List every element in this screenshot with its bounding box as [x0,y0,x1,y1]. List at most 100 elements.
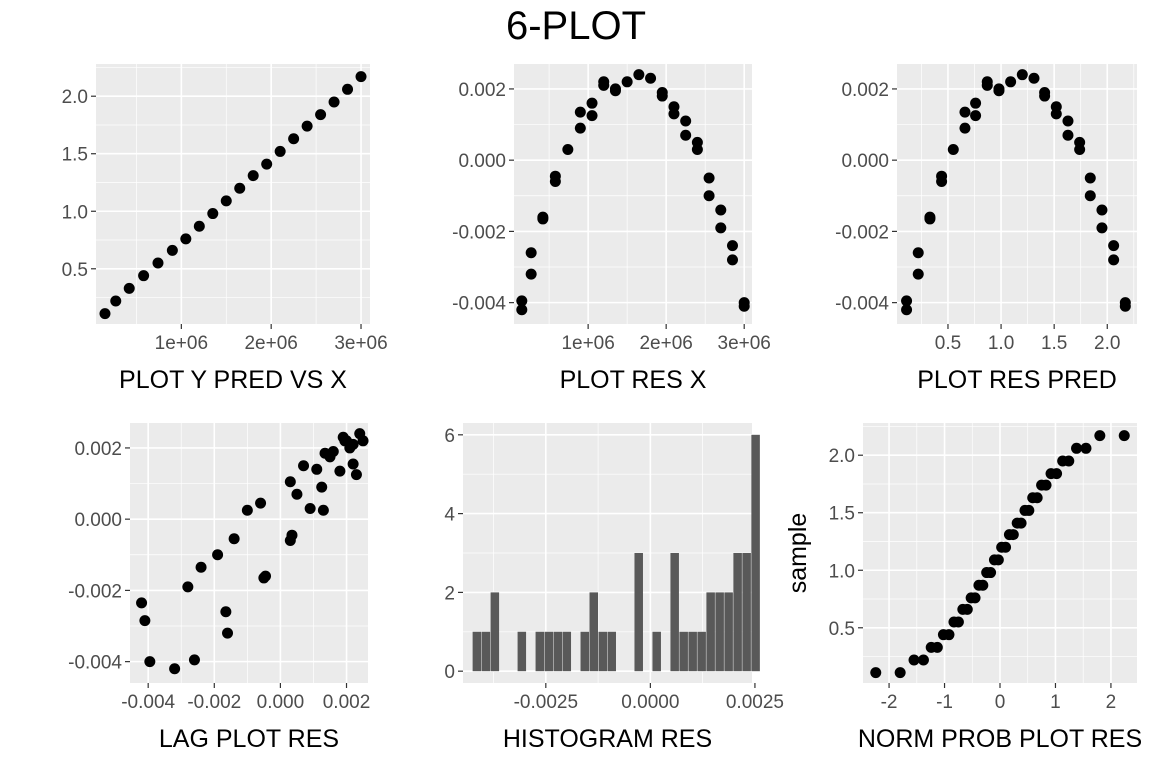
histogram-bar [751,434,760,672]
data-point [1031,492,1043,504]
x-tick-label: 0.002 [323,692,371,713]
data-point [656,90,668,102]
data-point [334,465,346,477]
data-point [1071,442,1083,454]
y-tick-label: 0.000 [458,151,506,172]
data-point [912,268,924,280]
x-tick-label: -0.004 [121,692,175,713]
data-point [1108,240,1120,252]
data-point [315,109,327,121]
data-point [680,129,692,141]
histogram-bar [517,631,527,672]
data-point [1084,172,1096,184]
x-tick-label: 0 [995,692,1006,713]
x-tick-label: 0.0000 [621,692,679,713]
data-point [327,445,339,457]
x-tick-label: 1e+06 [561,333,614,354]
data-point [304,502,316,514]
x-tick-label: 0.5 [935,333,961,354]
data-point [574,106,586,118]
data-point [261,158,273,170]
data-point [1062,129,1074,141]
data-point [247,170,259,182]
data-point [1039,90,1051,102]
data-point [220,195,232,207]
histogram-bar [544,631,554,672]
data-point [680,115,692,127]
x-tick-label: -2 [881,692,898,713]
data-point [1023,504,1035,516]
x-tick-label: 3e+06 [718,333,771,354]
data-point [562,143,574,155]
panel-p2: 1e+06 2e+06 3e+06 -0.004 -0.002 0.000 0.002 PLO… [452,64,771,394]
histogram-bar [706,592,715,672]
data-point [342,83,354,95]
x-tick-label: 1.5 [1041,333,1067,354]
data-point [234,182,246,194]
data-point [970,110,982,122]
data-point [1080,442,1092,454]
data-point [947,143,959,155]
data-point [908,654,920,666]
data-point [870,667,882,679]
x-tick-label: 0.0025 [726,692,784,713]
data-point [152,257,164,269]
panel-p5: -0.0025 0.0000 0.0025 0 2 4 6 HISTOGRAM RES [444,423,784,753]
data-point [1084,190,1096,202]
x-tick-label: 2.0 [1094,333,1120,354]
y-tick-label: 1.0 [62,202,88,223]
data-point [138,270,150,282]
data-point [220,606,232,618]
data-point [1051,468,1063,480]
histogram-bar [490,592,500,672]
data-point [1005,76,1017,88]
data-point [1062,115,1074,127]
data-point [212,549,224,561]
data-point [169,663,181,675]
data-point [516,304,528,316]
data-point [1096,222,1108,234]
data-point [350,469,362,481]
x-tick-label: 1.0 [988,333,1014,354]
histogram-bar [652,631,661,672]
y-tick-label: 0.002 [458,80,506,101]
data-point [1074,143,1086,155]
x-axis-title: LAG PLOT RES [159,725,339,753]
histogram-bar [724,592,733,672]
y-tick-label: 4 [444,505,455,526]
data-point [1028,72,1040,84]
y-tick-label: 0.5 [829,619,855,640]
data-point [691,143,703,155]
panel-p4: -0.004 -0.002 0.000 0.002 -0.004 -0.002 0.000 0… [68,423,370,753]
data-point [621,76,633,88]
histogram-bar [697,631,706,672]
data-point [586,97,598,109]
data-point [633,69,645,81]
histogram-bar [472,631,482,672]
x-axis-title: PLOT RES PRED [917,366,1117,394]
panel-background [130,423,368,683]
data-point [943,629,955,641]
data-point [328,96,340,108]
data-point [180,233,192,245]
y-tick-label: 2.0 [829,446,855,467]
x-tick-label: 2e+06 [639,333,692,354]
data-point [195,561,207,573]
data-point [598,79,610,91]
data-point [1040,479,1052,491]
histogram-bar [688,631,697,672]
y-tick-label: 0.002 [74,439,122,460]
data-point [288,133,300,145]
y-tick-label: 6 [444,426,455,447]
data-point [166,244,178,256]
data-point [970,97,982,109]
x-tick-label: 1 [1050,692,1061,713]
y-tick-label: 0.000 [841,151,889,172]
data-point [977,579,989,591]
histogram-bar [733,553,742,672]
data-point [912,247,924,259]
data-point [1050,108,1062,120]
histogram-bar [742,553,751,672]
data-point [1016,69,1028,81]
